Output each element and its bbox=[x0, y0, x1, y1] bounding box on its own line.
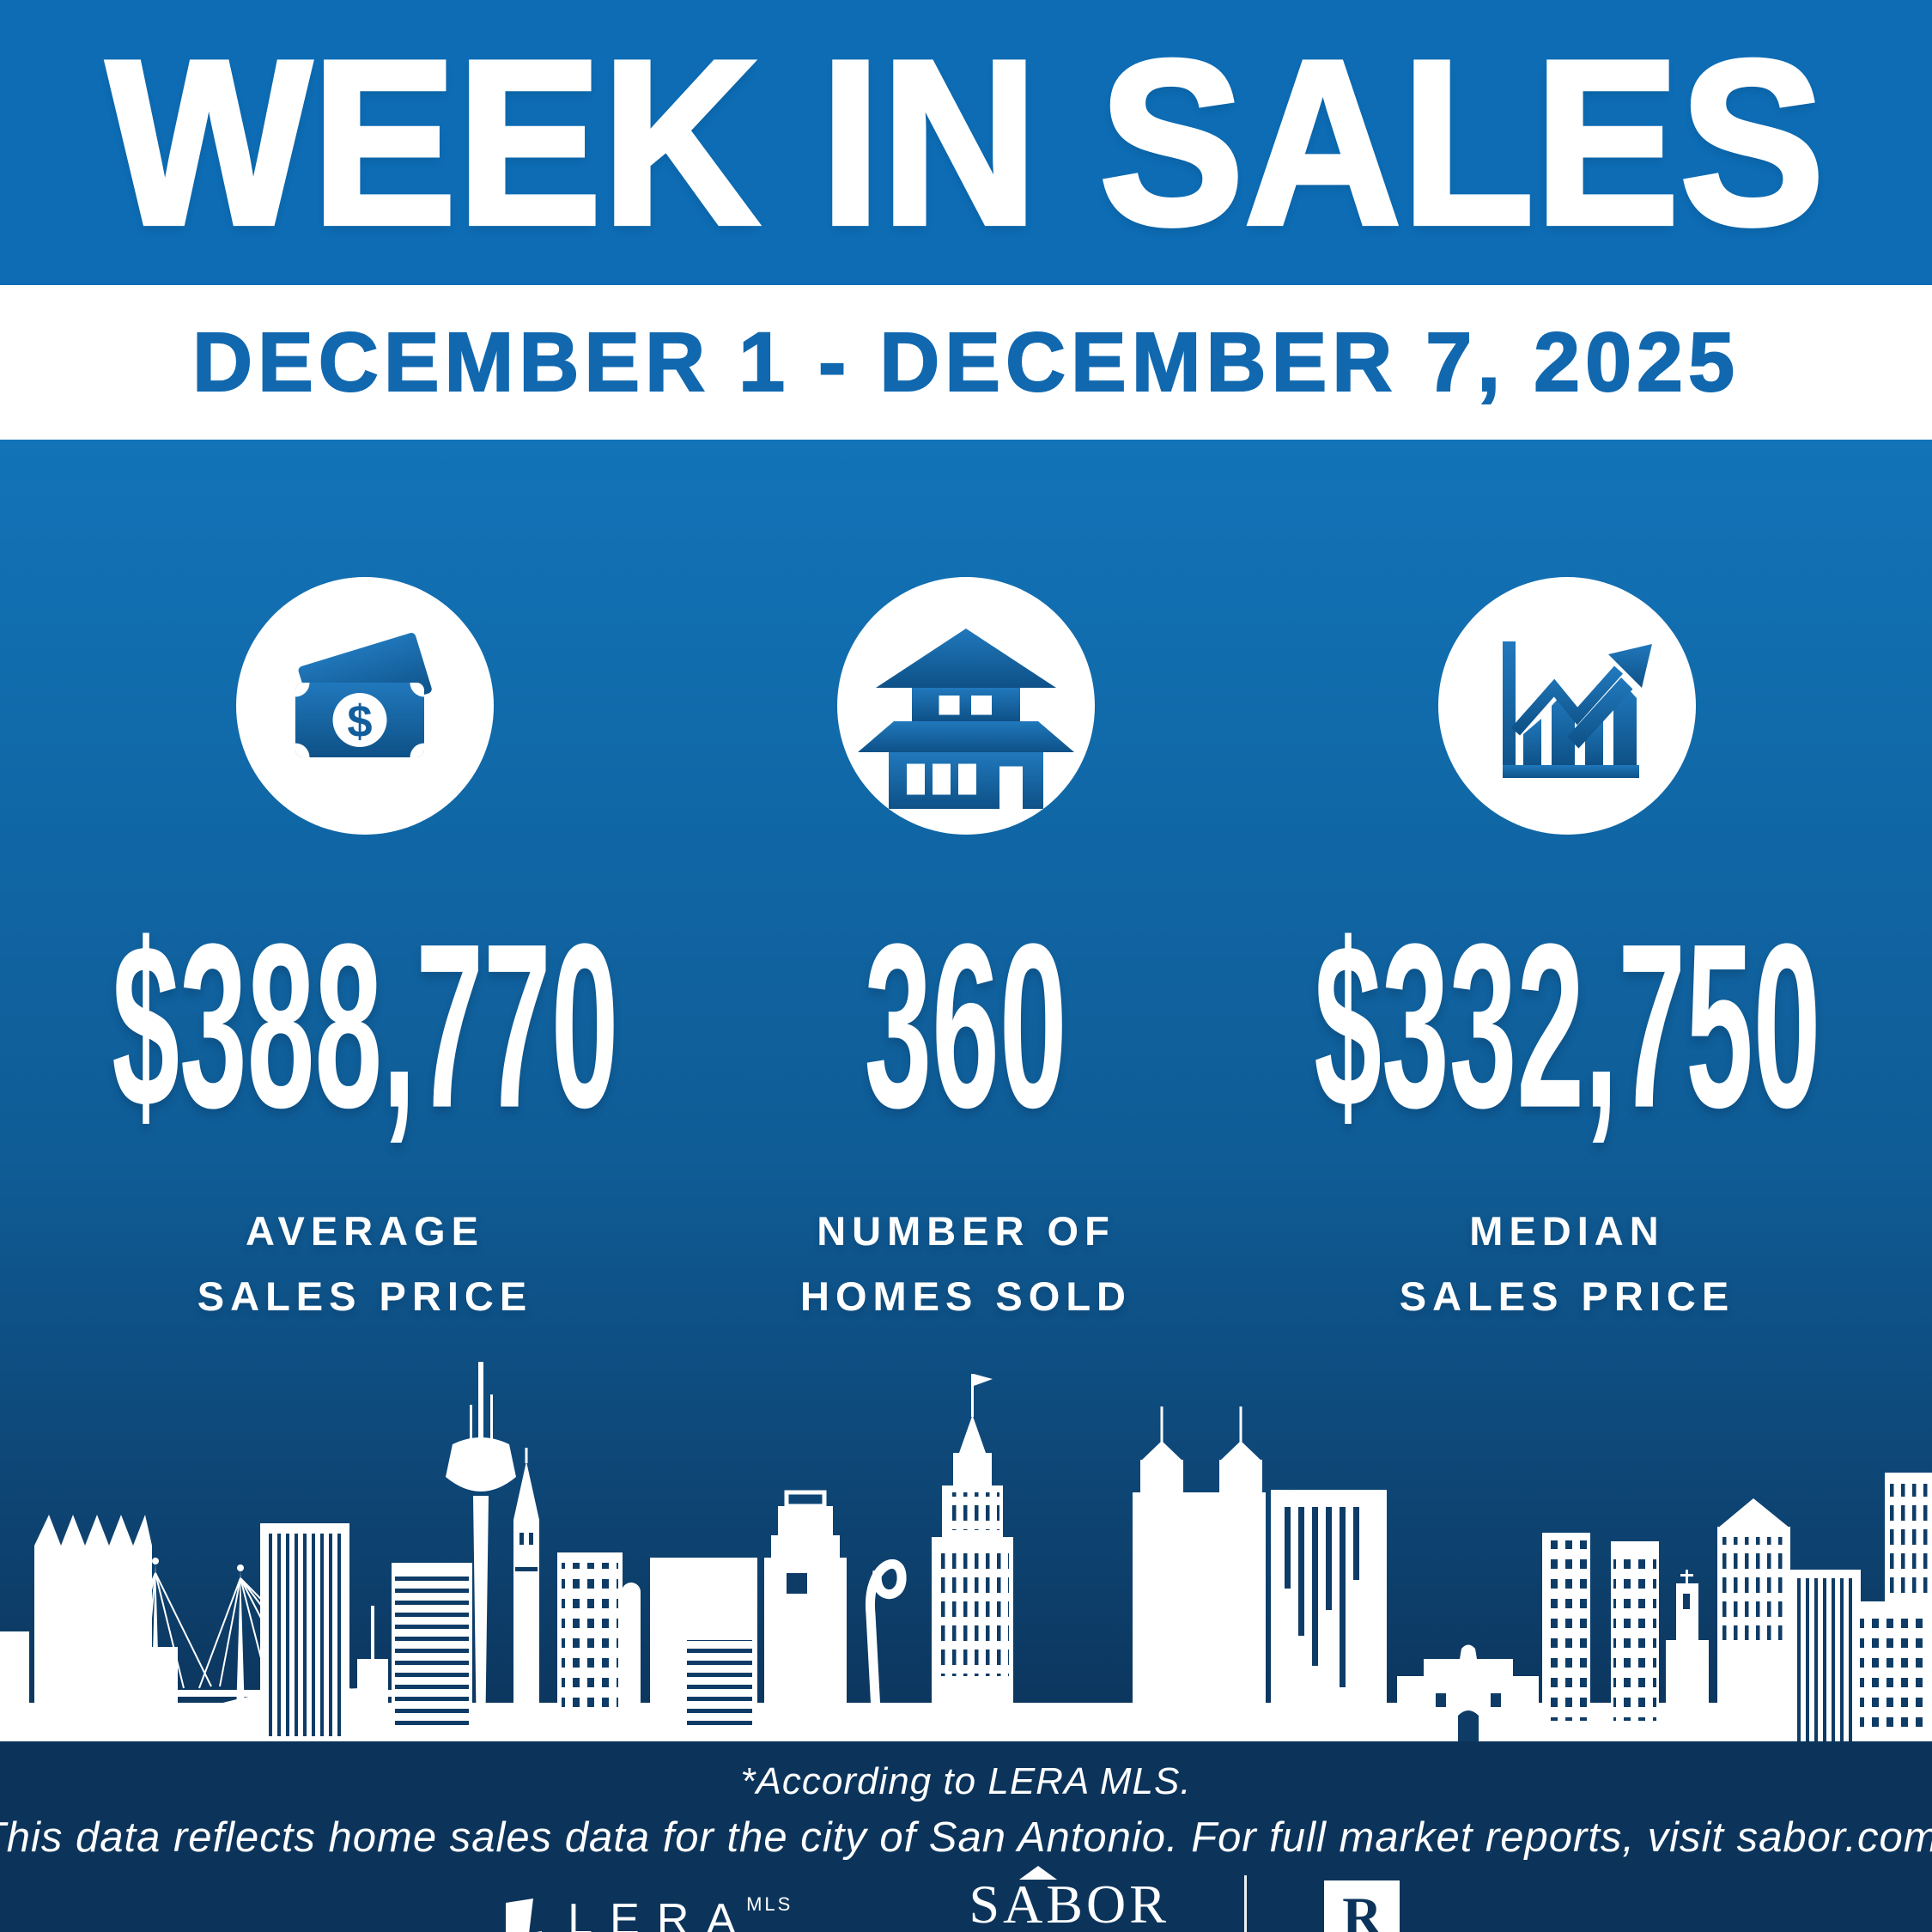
lera-wordmark: LERAMLS bbox=[568, 1893, 793, 1932]
logo-divider bbox=[1244, 1875, 1247, 1932]
money-icon: $ bbox=[236, 577, 494, 835]
stat-label-homes-sold: NUMBER OF HOMES SOLD bbox=[800, 1208, 1132, 1320]
poster-title: WEEK IN SALES bbox=[104, 9, 1826, 276]
date-range: DECEMBER 1 - DECEMBER 7, 2025 bbox=[191, 314, 1740, 410]
chart-up-icon bbox=[1438, 577, 1696, 835]
date-banner: DECEMBER 1 - DECEMBER 7, 2025 bbox=[0, 285, 1932, 440]
realtor-logo: R REALTOR® bbox=[1297, 1880, 1428, 1932]
stat-label-average-price: AVERAGE SALES PRICE bbox=[197, 1208, 533, 1320]
footer: *According to LERA MLS. This data reflec… bbox=[0, 1741, 1932, 1932]
lera-logo-mark-icon bbox=[504, 1898, 554, 1932]
san-antonio-skyline-silhouette bbox=[0, 1362, 1932, 1743]
lera-mls-logo: LERAMLS LOCAL EXPERTISE. REGIONAL ACCESS… bbox=[504, 1893, 894, 1932]
stat-median-sales-price: $332,750 MEDIAN SALES PRICE bbox=[1292, 577, 1842, 1329]
sabor-logo: SABOR SAN ANTONIO BOARD of REALTORS® bbox=[944, 1866, 1194, 1932]
sabor-wordmark: SABOR bbox=[969, 1866, 1170, 1932]
lera-mls-superscript: MLS bbox=[746, 1893, 793, 1915]
stat-average-sales-price: $ $388,770 AVERAGE SALES PRICE bbox=[90, 577, 640, 1329]
header-banner: WEEK IN SALES bbox=[0, 0, 1932, 285]
stat-label-median-price: MEDIAN SALES PRICE bbox=[1399, 1208, 1735, 1320]
stat-value-homes-sold: 360 bbox=[864, 895, 1068, 1157]
house-icon bbox=[837, 577, 1095, 835]
stat-homes-sold: 360 NUMBER OF HOMES SOLD bbox=[691, 577, 1241, 1329]
stat-value-median-price: $332,750 bbox=[1313, 895, 1821, 1157]
sabor-roof-icon bbox=[1018, 1866, 1057, 1883]
realtor-block-r-icon: R bbox=[1324, 1880, 1400, 1932]
footnote-source: *According to LERA MLS. bbox=[740, 1760, 1192, 1802]
footnote-detail: This data reflects home sales data for t… bbox=[0, 1814, 1932, 1861]
logo-row: LERAMLS LOCAL EXPERTISE. REGIONAL ACCESS… bbox=[504, 1866, 1428, 1932]
stat-value-average-price: $388,770 bbox=[111, 895, 619, 1157]
svg-text:$: $ bbox=[347, 696, 372, 747]
